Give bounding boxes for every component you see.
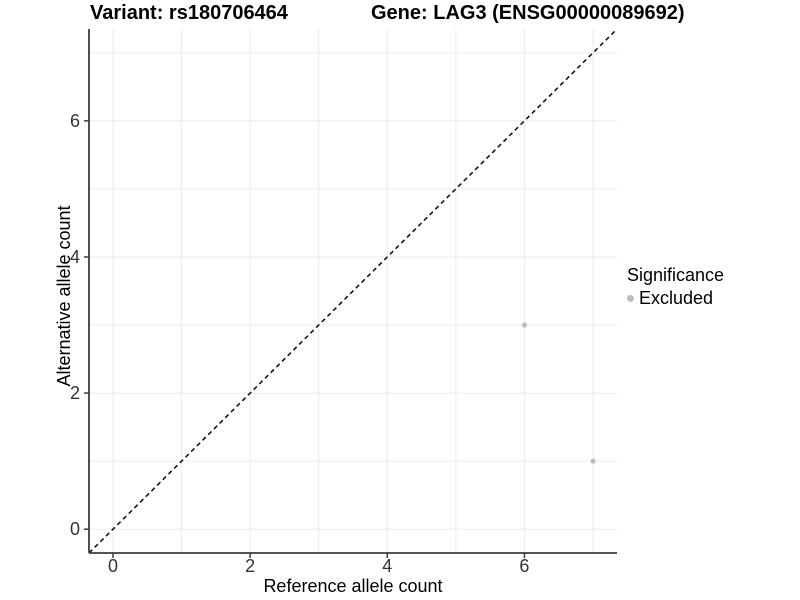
legend-point-icon [627,294,634,302]
legend: Significance Excluded [627,263,724,309]
legend-item-label: Excluded [639,288,714,308]
y-tick-label: 2 [70,383,80,403]
x-tick-label: 6 [519,556,529,576]
legend-item-excluded: Excluded [627,287,724,309]
x-tick-label: 0 [108,556,118,576]
legend-title: Significance [627,265,725,285]
x-tick-label: 2 [245,556,255,576]
x-axis-title: Reference allele count [263,576,443,596]
plot-panel: 0 2 4 6 0 2 4 6 [70,28,618,576]
data-point [590,458,596,464]
y-axis-title: Alternative allele count [54,205,74,387]
gene-title: Gene: LAG3 (ENSG00000089692) [371,2,685,24]
y-tick-label: 4 [70,247,80,267]
plot-svg: 0 2 4 6 0 2 4 6 [70,28,618,576]
y-tick-label: 0 [70,519,80,539]
data-point [521,322,528,328]
x-tick-label: 4 [382,556,392,576]
y-tick-label: 6 [70,111,80,131]
identity-reference-line [88,28,618,554]
variant-title: Variant: rs180706464 [90,2,288,24]
